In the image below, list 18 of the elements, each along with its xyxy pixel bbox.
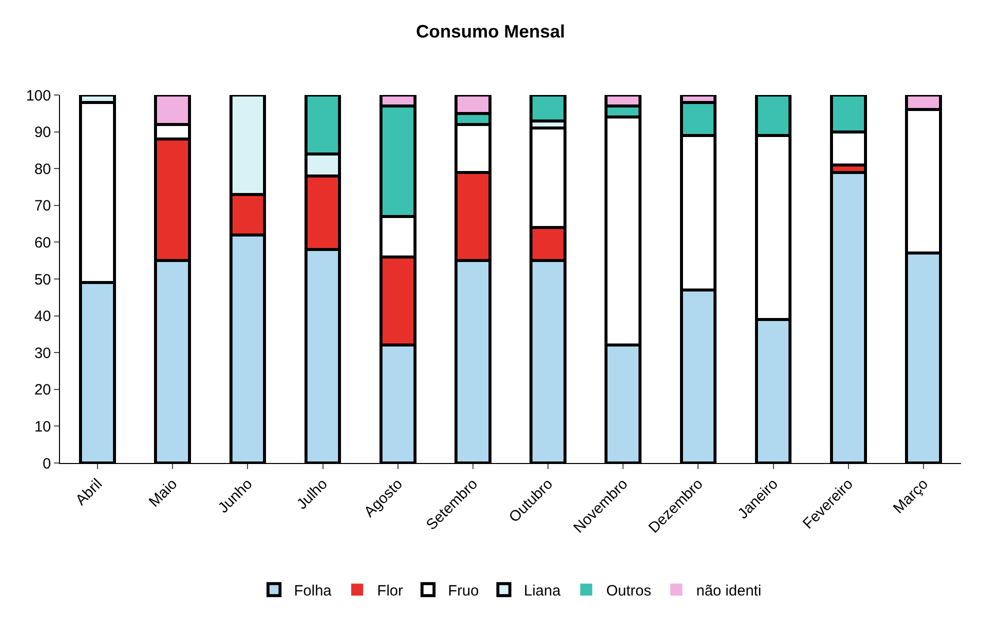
legend-label: Outros (606, 582, 652, 600)
y-tick-label: 40 (34, 308, 51, 326)
y-tick-label: 0 (42, 455, 51, 472)
y-tick-label: 20 (34, 382, 51, 399)
legend-label: Fruo (448, 582, 479, 600)
y-tick-label: 60 (34, 234, 51, 252)
legend-label: Folha (294, 582, 332, 600)
legend-label: Liana (524, 582, 562, 600)
legend-label: Flor (377, 582, 404, 600)
y-tick-label: 50 (34, 271, 51, 288)
y-tick-label: 10 (34, 418, 51, 436)
y-tick-label: 80 (34, 160, 51, 178)
y-tick-label: 100 (26, 87, 51, 104)
legend-label: não identi (696, 582, 762, 600)
chart-title: Consumo Mensal (416, 21, 566, 42)
y-tick-label: 90 (34, 124, 51, 142)
y-tick-label: 30 (34, 344, 51, 362)
y-tick-label: 70 (34, 198, 51, 215)
